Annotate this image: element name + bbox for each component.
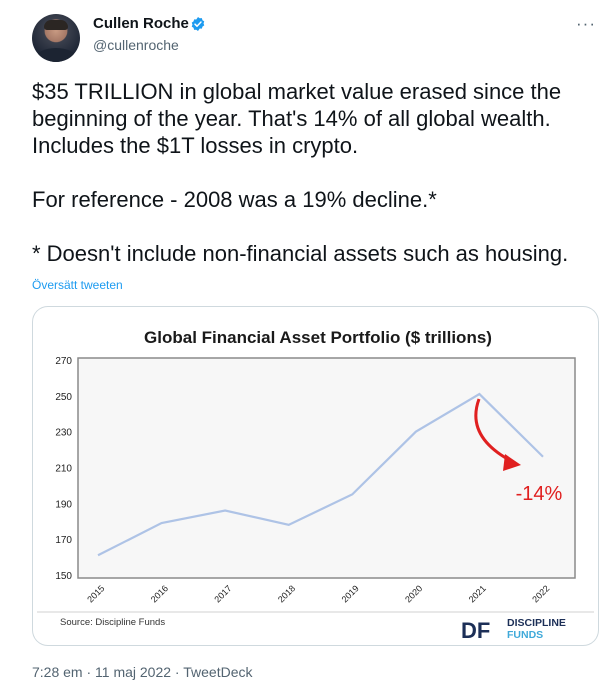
y-tick-label: 250	[55, 392, 72, 403]
y-tick-label: 270	[55, 356, 72, 367]
y-tick-label: 150	[55, 571, 72, 582]
series-line	[97, 392, 544, 557]
y-tick-label: 190	[55, 499, 72, 510]
chart-source: Source: Discipline Funds	[60, 617, 165, 628]
author-handle[interactable]: @cullenroche	[93, 37, 179, 53]
arrow-head-icon	[503, 454, 521, 471]
y-tick-label: 210	[55, 464, 72, 475]
tweet-media-image[interactable]: Global Financial Asset Portfolio ($ tril…	[32, 306, 599, 646]
decline-arrow-icon	[474, 398, 514, 464]
plot-area	[77, 357, 576, 579]
y-tick-label: 230	[55, 428, 72, 439]
decline-annotation: -14%	[516, 483, 563, 505]
tweet-text: $35 TRILLION in global market value eras…	[32, 79, 569, 266]
verified-badge-icon	[191, 17, 205, 31]
avatar[interactable]	[32, 14, 80, 62]
translate-tweet-link[interactable]: Översätt tweeten	[32, 278, 123, 292]
chart: Global Financial Asset Portfolio ($ tril…	[35, 309, 596, 643]
svg-text:DF: DF	[461, 618, 490, 643]
svg-text:DISCIPLINE: DISCIPLINE	[507, 617, 566, 629]
discipline-funds-logo: DF DISCIPLINE FUNDS	[461, 617, 566, 643]
svg-text:FUNDS: FUNDS	[507, 629, 543, 641]
more-options-icon[interactable]: ···	[576, 14, 596, 33]
tweet-timestamp[interactable]: 7:28 em · 11 maj 2022 · TweetDeck	[32, 664, 253, 680]
y-tick-label: 170	[55, 535, 72, 546]
author-name[interactable]: Cullen Roche	[93, 15, 189, 32]
chart-title: Global Financial Asset Portfolio ($ tril…	[144, 328, 492, 347]
